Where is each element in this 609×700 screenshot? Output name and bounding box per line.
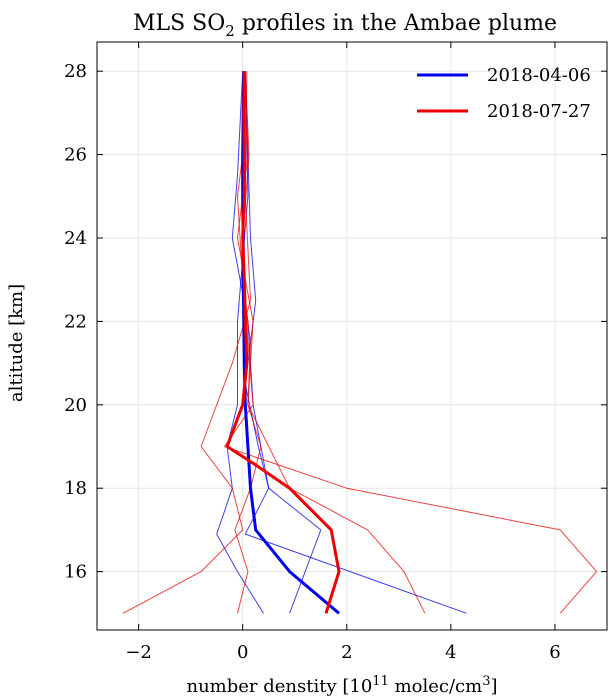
chart-title: MLS SO2 profiles in the Ambae plume <box>133 11 557 40</box>
grid-lines <box>97 42 607 630</box>
y-tick-label: 18 <box>64 478 87 499</box>
y-tick-label: 26 <box>64 145 87 166</box>
x-tick-label: 0 <box>237 642 248 663</box>
mean-profile-line-2018-07-27 <box>225 71 341 614</box>
legend: 2018-04-06 2018-07-27 <box>417 65 591 122</box>
plot-area-frame <box>96 41 608 631</box>
y-tick-label: 20 <box>64 395 87 416</box>
y-axis-label: altitude [km] <box>6 284 27 402</box>
legend-label-2018-04-06: 2018-04-06 <box>487 65 591 86</box>
legend-label-2018-07-27: 2018-07-27 <box>487 101 591 122</box>
individual-profile-line <box>244 71 467 614</box>
plot-lines <box>122 71 598 615</box>
individual-profile-line <box>224 71 598 614</box>
y-tick-label: 22 <box>64 311 87 332</box>
x-tick-label: 4 <box>445 642 456 663</box>
y-tick-label: 28 <box>64 61 87 82</box>
x-tick-label: 2 <box>341 642 352 663</box>
x-tick-label: −2 <box>125 642 152 663</box>
y-tick-label: 16 <box>64 562 87 583</box>
mean-profile-line-2018-04-06 <box>241 71 340 615</box>
individual-profile-line <box>122 71 251 614</box>
x-tick-label: 6 <box>549 642 560 663</box>
x-axis-label: number denstity [1011 molec/cm3] <box>186 674 497 697</box>
individual-profile-line <box>234 71 262 614</box>
y-tick-label: 24 <box>64 228 87 249</box>
